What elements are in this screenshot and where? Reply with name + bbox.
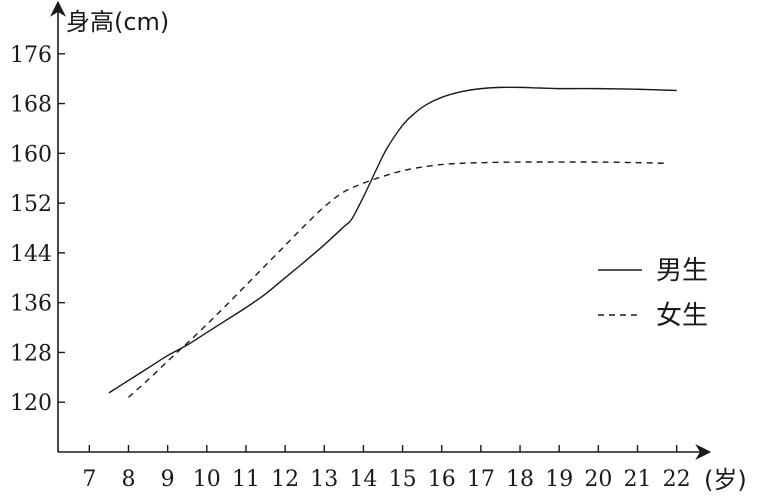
y-tick-label: 120 <box>10 391 52 416</box>
x-tick-label: 13 <box>310 467 338 492</box>
x-tick-label: 8 <box>121 467 135 492</box>
y-tick-label: 152 <box>10 192 52 217</box>
x-tick-label: 22 <box>663 467 691 492</box>
x-tick-label: 14 <box>349 467 377 492</box>
x-tick-labels: 7 8 9 10 11 12 13 14 15 16 17 18 19 20 21 22 <box>82 445 691 492</box>
legend: 男生 女生 <box>598 256 708 331</box>
y-tick-label: 176 <box>10 43 52 68</box>
y-tick-label: 128 <box>10 341 52 366</box>
x-axis-title: (岁) <box>704 466 747 494</box>
x-tick-label: 12 <box>271 467 299 492</box>
x-tick-label: 17 <box>467 467 495 492</box>
y-tick-label: 160 <box>10 142 52 167</box>
x-tick-label: 9 <box>161 467 175 492</box>
x-tick-label: 20 <box>584 467 612 492</box>
x-tick-label: 16 <box>428 467 456 492</box>
x-tick-label: 10 <box>193 467 221 492</box>
x-tick-label: 7 <box>82 467 96 492</box>
legend-label-boys: 男生 <box>656 256 708 286</box>
x-tick-label: 19 <box>545 467 573 492</box>
series-line-girls <box>128 161 665 398</box>
y-tick-label: 136 <box>10 292 52 317</box>
legend-label-girls: 女生 <box>656 301 708 331</box>
x-tick-label: 11 <box>232 467 260 492</box>
y-axis-title: 身高(cm) <box>66 8 169 36</box>
x-tick-label: 21 <box>624 467 652 492</box>
series-layer <box>108 86 677 398</box>
y-tick-label: 144 <box>10 242 52 267</box>
y-tick-label: 168 <box>10 93 52 118</box>
y-tick-labels: 120 128 136 144 152 160 168 176 <box>10 43 65 416</box>
x-tick-label: 18 <box>506 467 534 492</box>
x-tick-label: 15 <box>389 467 417 492</box>
series-line-boys <box>108 86 677 394</box>
